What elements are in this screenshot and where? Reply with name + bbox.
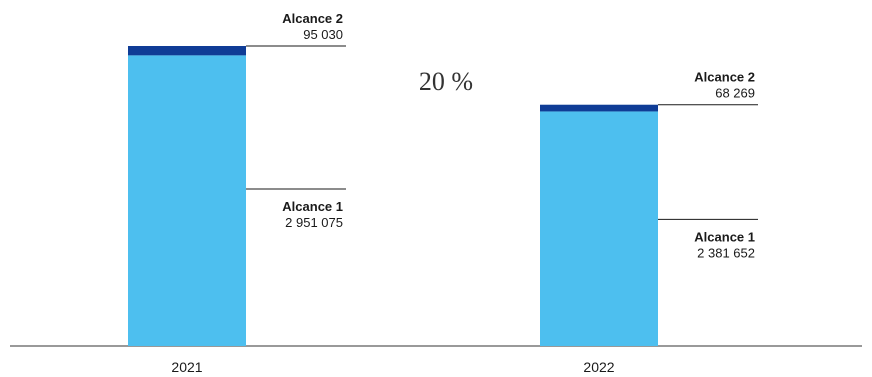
data-label-alcance-2-2022: 68 269	[715, 86, 755, 101]
series-label-alcance-2-2021: Alcance 2	[282, 11, 343, 26]
bar-alcance-1-2022	[540, 111, 658, 346]
x-tick-label-2021: 2021	[171, 359, 202, 375]
x-tick-label-2022: 2022	[583, 359, 614, 375]
data-label-alcance-2-2021: 95 030	[303, 27, 343, 42]
series-label-alcance-2-2022: Alcance 2	[694, 70, 755, 85]
bar-alcance-1-2021	[128, 55, 246, 347]
data-label-alcance-1-2022: 2 381 652	[697, 245, 755, 260]
series-label-alcance-1-2022: Alcance 1	[694, 229, 755, 244]
percent-change-annotation: 20 %	[419, 67, 473, 96]
bar-alcance-2-2021	[128, 46, 246, 56]
bar-alcance-2-2022	[540, 104, 658, 112]
data-label-alcance-1-2021: 2 951 075	[285, 215, 343, 230]
series-label-alcance-1-2021: Alcance 1	[282, 199, 343, 214]
